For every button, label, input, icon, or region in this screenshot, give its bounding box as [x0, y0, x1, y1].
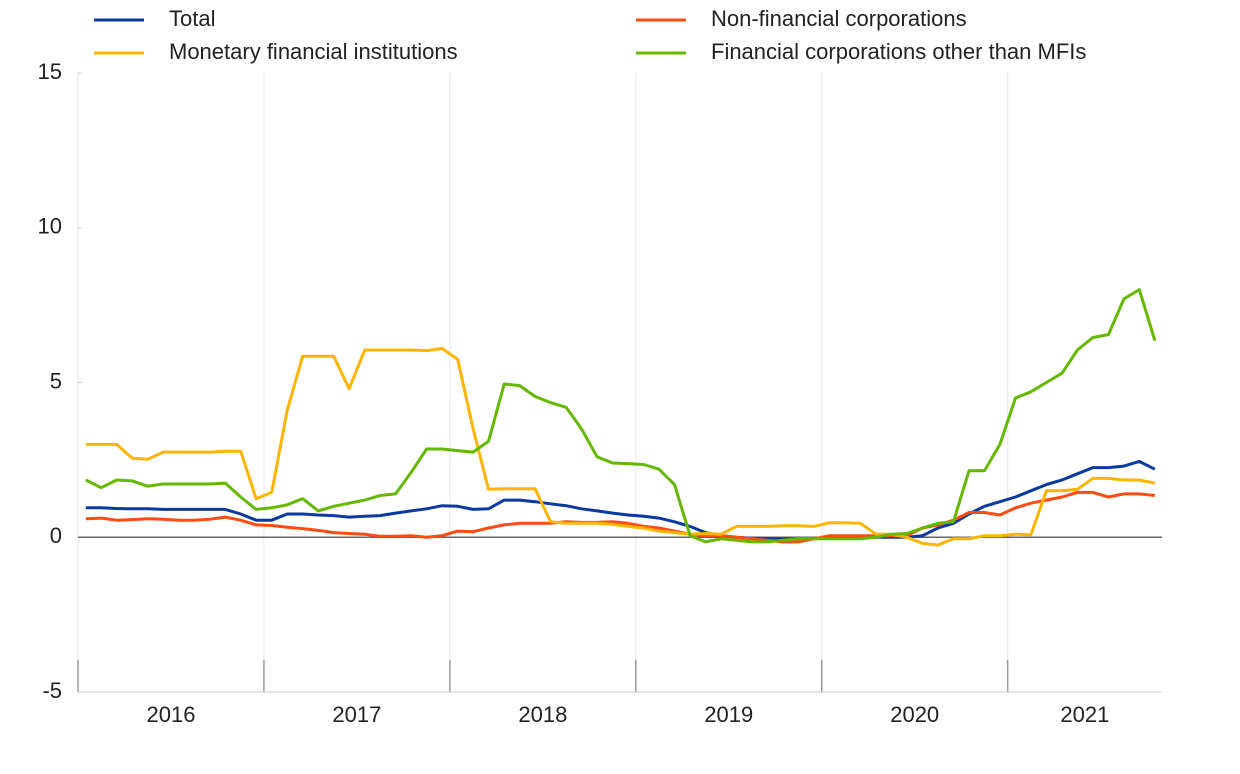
legend-label: Total: [169, 6, 215, 31]
series-line: [85, 347, 1156, 547]
y-tick-label: 0: [50, 523, 62, 548]
x-tick-label: 2019: [704, 702, 753, 727]
x-tick-label: 2018: [518, 702, 567, 727]
series-line: [85, 459, 1156, 541]
y-tick-label: 10: [38, 214, 62, 239]
y-tick-label: 15: [38, 59, 62, 84]
x-tick-label: 2020: [890, 702, 939, 727]
legend-label: Financial corporations other than MFIs: [711, 39, 1086, 64]
x-tick-label: 2016: [146, 702, 195, 727]
legend-label: Non-financial corporations: [711, 6, 967, 31]
y-tick-label: 5: [50, 368, 62, 393]
x-tick-label: 2017: [332, 702, 381, 727]
x-tick-label: 2021: [1060, 702, 1109, 727]
series-line: [85, 288, 1157, 544]
series-line: [85, 490, 1156, 544]
y-tick-label: -5: [42, 678, 62, 703]
legend-label: Monetary financial institutions: [169, 39, 458, 64]
